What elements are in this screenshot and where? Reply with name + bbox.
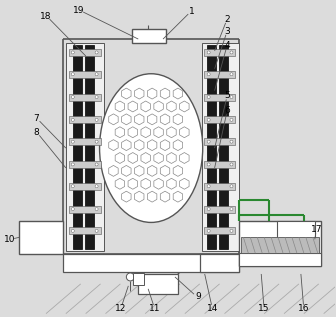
Bar bbox=[207, 45, 216, 249]
Circle shape bbox=[71, 51, 74, 54]
Bar bbox=[204, 138, 236, 145]
Circle shape bbox=[207, 208, 210, 210]
Circle shape bbox=[71, 118, 74, 121]
Bar bbox=[69, 94, 100, 100]
Bar bbox=[69, 206, 100, 212]
Text: 14: 14 bbox=[207, 304, 218, 313]
Text: 6: 6 bbox=[225, 106, 230, 115]
Bar bbox=[219, 45, 227, 249]
Circle shape bbox=[71, 185, 74, 188]
Text: 8: 8 bbox=[33, 128, 39, 137]
Circle shape bbox=[95, 95, 98, 99]
Bar bbox=[19, 222, 63, 254]
Bar bbox=[277, 222, 315, 239]
Circle shape bbox=[95, 163, 98, 166]
Bar bbox=[204, 161, 236, 168]
Circle shape bbox=[230, 140, 233, 143]
Bar bbox=[204, 206, 236, 212]
Bar bbox=[204, 49, 236, 56]
Circle shape bbox=[95, 73, 98, 76]
Text: 2: 2 bbox=[225, 15, 230, 24]
Text: 3: 3 bbox=[225, 27, 230, 36]
Text: 12: 12 bbox=[115, 304, 126, 313]
Bar bbox=[240, 253, 321, 266]
Circle shape bbox=[95, 208, 98, 210]
Circle shape bbox=[230, 51, 233, 54]
Bar bbox=[202, 43, 240, 251]
Circle shape bbox=[230, 95, 233, 99]
Bar bbox=[240, 222, 321, 266]
Text: 19: 19 bbox=[73, 6, 84, 15]
Circle shape bbox=[207, 140, 210, 143]
Bar bbox=[69, 138, 100, 145]
Circle shape bbox=[207, 163, 210, 166]
Circle shape bbox=[230, 118, 233, 121]
Bar bbox=[138, 274, 178, 294]
Text: 4: 4 bbox=[225, 41, 230, 49]
Circle shape bbox=[207, 118, 210, 121]
Circle shape bbox=[230, 208, 233, 210]
Bar bbox=[69, 161, 100, 168]
Circle shape bbox=[71, 208, 74, 210]
Bar bbox=[204, 116, 236, 123]
Circle shape bbox=[71, 95, 74, 99]
Bar bbox=[69, 49, 100, 56]
Circle shape bbox=[95, 230, 98, 232]
Text: 15: 15 bbox=[258, 304, 270, 313]
Bar bbox=[200, 254, 240, 272]
Text: 5: 5 bbox=[225, 91, 230, 100]
Circle shape bbox=[230, 73, 233, 76]
Bar bbox=[69, 116, 100, 123]
Circle shape bbox=[230, 230, 233, 232]
Bar bbox=[204, 227, 236, 234]
Bar bbox=[85, 45, 94, 249]
Text: 17: 17 bbox=[311, 225, 323, 234]
Circle shape bbox=[126, 273, 134, 281]
Circle shape bbox=[71, 73, 74, 76]
Text: 18: 18 bbox=[40, 12, 52, 21]
Circle shape bbox=[207, 185, 210, 188]
Bar bbox=[204, 71, 236, 78]
Circle shape bbox=[207, 95, 210, 99]
Text: 10: 10 bbox=[4, 235, 15, 244]
Text: 16: 16 bbox=[298, 304, 309, 313]
Bar bbox=[69, 227, 100, 234]
Bar bbox=[132, 29, 166, 43]
Bar bbox=[66, 43, 103, 251]
Bar bbox=[204, 183, 236, 190]
Circle shape bbox=[230, 163, 233, 166]
Bar bbox=[63, 254, 240, 272]
Bar bbox=[133, 273, 144, 285]
Circle shape bbox=[95, 51, 98, 54]
Bar bbox=[69, 71, 100, 78]
Circle shape bbox=[95, 185, 98, 188]
Circle shape bbox=[207, 73, 210, 76]
Circle shape bbox=[71, 140, 74, 143]
Bar bbox=[73, 45, 82, 249]
Circle shape bbox=[207, 230, 210, 232]
Ellipse shape bbox=[99, 74, 203, 223]
Text: 1: 1 bbox=[189, 7, 195, 16]
Text: 7: 7 bbox=[33, 114, 39, 123]
Text: 9: 9 bbox=[195, 292, 201, 301]
Circle shape bbox=[71, 163, 74, 166]
Circle shape bbox=[230, 185, 233, 188]
Circle shape bbox=[71, 230, 74, 232]
Text: 11: 11 bbox=[150, 304, 161, 313]
Bar bbox=[69, 183, 100, 190]
Bar bbox=[204, 94, 236, 100]
Circle shape bbox=[95, 118, 98, 121]
Circle shape bbox=[95, 140, 98, 143]
Bar bbox=[241, 237, 319, 253]
Circle shape bbox=[207, 51, 210, 54]
